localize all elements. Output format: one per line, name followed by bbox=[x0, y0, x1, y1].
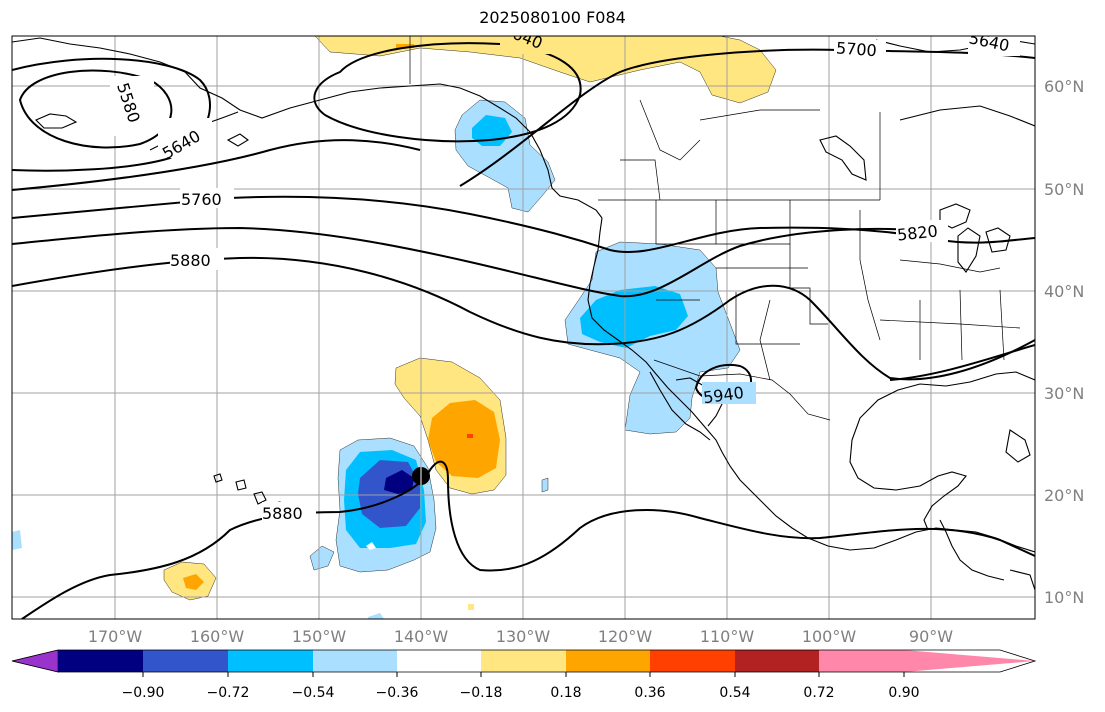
colorbar-tick-label: −0.90 bbox=[122, 685, 165, 701]
height-contours bbox=[12, 42, 1035, 619]
contour-label: 5700 bbox=[835, 38, 877, 60]
lat-label: 60°N bbox=[1044, 77, 1084, 96]
colorbar-tick-label: 0.36 bbox=[634, 685, 665, 701]
lon-label: 110°W bbox=[700, 627, 755, 646]
negative-anomaly-peak bbox=[384, 470, 414, 494]
contour-label: 5880 bbox=[170, 251, 211, 270]
lat-label: 50°N bbox=[1044, 180, 1084, 199]
colorbar-bin bbox=[735, 650, 819, 672]
colorbar-tick-label: 0.18 bbox=[550, 685, 581, 701]
map-frame bbox=[11, 35, 1036, 620]
negative-anomaly-patch bbox=[368, 613, 384, 619]
lat-label: 10°N bbox=[1044, 588, 1084, 607]
storm-marker bbox=[412, 467, 430, 485]
positive-anomaly-patch bbox=[468, 604, 474, 610]
colorbar-tick-label: 0.54 bbox=[719, 685, 750, 701]
lon-label: 120°W bbox=[598, 627, 653, 646]
colorbar-outline bbox=[11, 649, 1037, 673]
contour-label: 5820 bbox=[896, 221, 938, 244]
contour-5820 bbox=[12, 226, 941, 298]
colorbar-ticks: −0.90 −0.72 −0.54 −0.36 −0.18 0.18 0.36 … bbox=[122, 672, 920, 701]
colorbar-tick-label: −0.18 bbox=[460, 685, 503, 701]
colorbar-tick-label: 0.90 bbox=[888, 685, 919, 701]
colorbar-bin bbox=[228, 650, 313, 672]
positive-anomaly-core bbox=[428, 400, 500, 478]
contour-label: 5880 bbox=[262, 504, 303, 523]
colorbar-bin bbox=[58, 650, 143, 672]
contour-label: 5760 bbox=[181, 190, 222, 209]
contour-5940-east bbox=[889, 344, 1035, 381]
lat-label: 30°N bbox=[1044, 384, 1084, 403]
negative-anomaly-patch bbox=[541, 477, 549, 493]
contour-labels: 5640 5700 5640 5580 5640 5760 5880 5820 … bbox=[110, 36, 1020, 524]
positive-anomaly-core bbox=[183, 574, 204, 590]
contour-5880-north bbox=[12, 256, 1035, 381]
contour-5640-west bbox=[12, 57, 211, 172]
chart-title: 2025080100 F084 bbox=[479, 8, 626, 27]
colorbar-extend-low bbox=[11, 649, 59, 673]
lon-label: 160°W bbox=[190, 627, 245, 646]
colorbar-tick-label: 0.72 bbox=[803, 685, 834, 701]
contour-5700-west bbox=[12, 139, 421, 191]
anomaly-hole bbox=[366, 542, 376, 550]
lon-label: 150°W bbox=[292, 627, 347, 646]
contour-5640-alaska bbox=[313, 42, 582, 143]
colorbar-bin bbox=[481, 650, 566, 672]
contour-5700 bbox=[459, 48, 1035, 187]
political-borders bbox=[409, 36, 1021, 421]
contour-5880-south bbox=[21, 460, 1035, 619]
colorbar-extend-high-tip bbox=[904, 650, 1035, 672]
colorbar: −0.90 −0.72 −0.54 −0.36 −0.18 0.18 0.36 … bbox=[11, 649, 1037, 701]
colorbar-bin bbox=[313, 650, 397, 672]
negative-anomaly-patch bbox=[309, 545, 335, 571]
colorbar-tick-label: −0.72 bbox=[207, 685, 250, 701]
colorbar-tick-label: −0.54 bbox=[292, 685, 335, 701]
lon-label: 90°W bbox=[909, 627, 953, 646]
contour-5580-low bbox=[18, 69, 173, 149]
positive-anomaly-region bbox=[314, 36, 777, 104]
colorbar-bin bbox=[566, 650, 650, 672]
lat-label: 20°N bbox=[1044, 486, 1084, 505]
colorbar-bin bbox=[650, 650, 735, 672]
colorbar-bin bbox=[397, 650, 481, 672]
longitude-labels: 170°W 160°W 150°W 140°W 130°W 120°W 110°… bbox=[88, 627, 953, 646]
lon-label: 100°W bbox=[802, 627, 857, 646]
positive-anomaly-peak bbox=[467, 434, 473, 438]
colorbar-bin bbox=[819, 650, 904, 672]
lon-label: 170°W bbox=[88, 627, 143, 646]
lon-label: 140°W bbox=[394, 627, 449, 646]
colorbar-tick-label: −0.36 bbox=[376, 685, 419, 701]
latitude-labels: 60°N 50°N 40°N 30°N 20°N 10°N bbox=[1044, 77, 1084, 607]
negative-anomaly-patch bbox=[12, 530, 22, 550]
lat-label: 40°N bbox=[1044, 282, 1084, 301]
lon-label: 130°W bbox=[496, 627, 551, 646]
colorbar-bin bbox=[143, 650, 228, 672]
